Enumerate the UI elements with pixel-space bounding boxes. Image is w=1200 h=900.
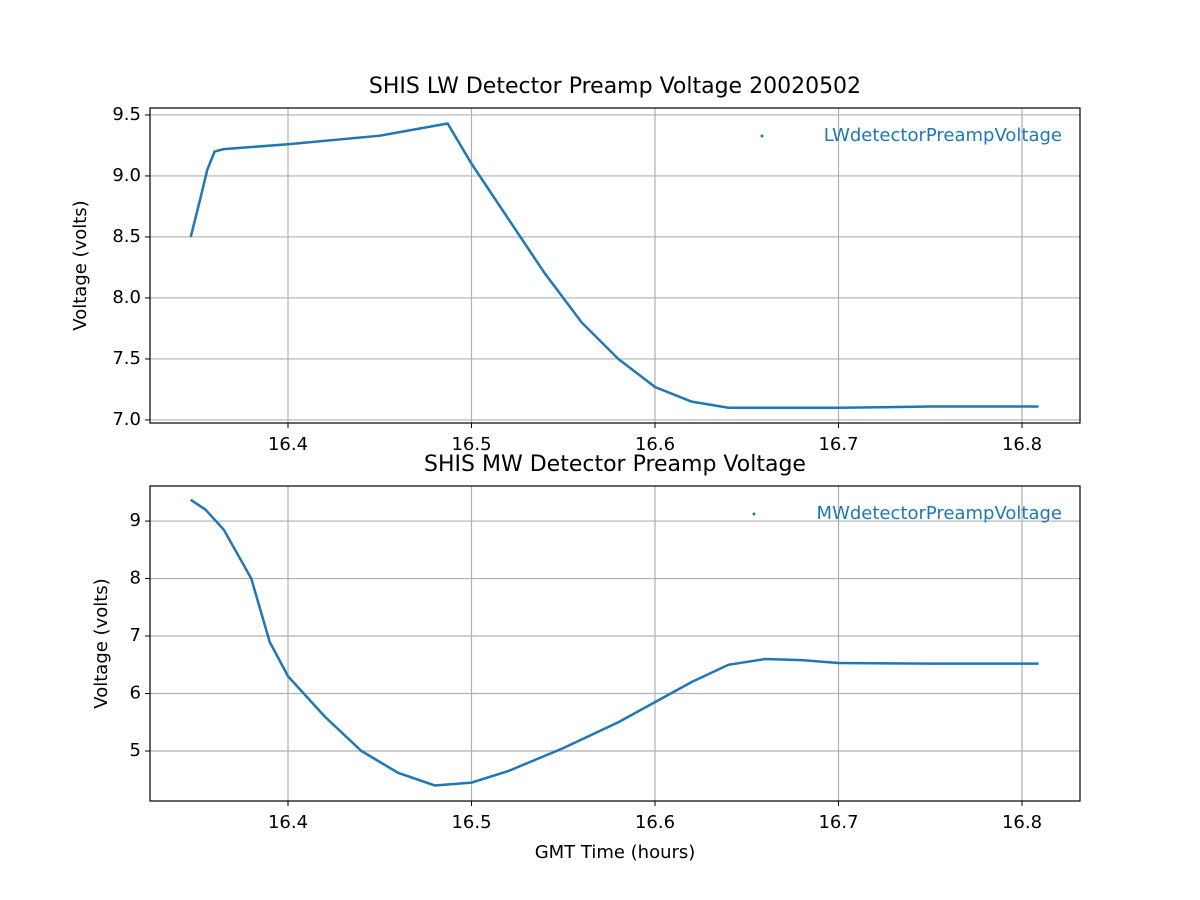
data-line — [190, 498, 1039, 787]
data-line — [189, 122, 1039, 409]
x-tick-label: 16.4 — [268, 434, 308, 455]
x-tick-label: 16.6 — [635, 434, 675, 455]
legend-marker — [752, 512, 756, 516]
x-axis-label: GMT Time (hours) — [535, 842, 696, 863]
y-axis-label: Voltage (volts) — [70, 200, 91, 330]
y-tick-label: 7 — [130, 625, 141, 646]
y-tick-label: 8.5 — [112, 226, 141, 247]
x-tick-label: 16.6 — [635, 812, 675, 833]
legend-label: MWdetectorPreampVoltage — [817, 503, 1062, 524]
chart-title: SHIS LW Detector Preamp Voltage 20020502 — [369, 74, 861, 99]
x-tick-label: 16.5 — [451, 812, 491, 833]
x-tick-label: 16.7 — [818, 434, 858, 455]
chart-title: SHIS MW Detector Preamp Voltage — [424, 452, 806, 477]
y-tick-label: 5 — [130, 740, 141, 761]
axes-frame — [149, 485, 1081, 802]
y-tick-label: 9 — [130, 510, 141, 531]
y-tick-label: 8 — [130, 568, 141, 589]
x-tick-label: 16.7 — [818, 812, 858, 833]
y-tick-label: 8.0 — [112, 287, 141, 308]
x-tick-label: 16.8 — [1002, 434, 1042, 455]
y-tick-label: 9.0 — [112, 165, 141, 186]
legend-marker — [760, 134, 764, 138]
y-tick-label: 6 — [130, 683, 141, 704]
y-tick-label: 7.0 — [112, 409, 141, 430]
x-tick-label: 16.4 — [268, 812, 308, 833]
y-tick-label: 7.5 — [112, 348, 141, 369]
axes-frame — [149, 107, 1081, 424]
y-tick-label: 9.5 — [112, 104, 141, 125]
x-tick-label: 16.5 — [451, 434, 491, 455]
legend-label: LWdetectorPreampVoltage — [824, 125, 1062, 146]
y-axis-label: Voltage (volts) — [91, 578, 112, 708]
x-tick-label: 16.8 — [1002, 812, 1042, 833]
